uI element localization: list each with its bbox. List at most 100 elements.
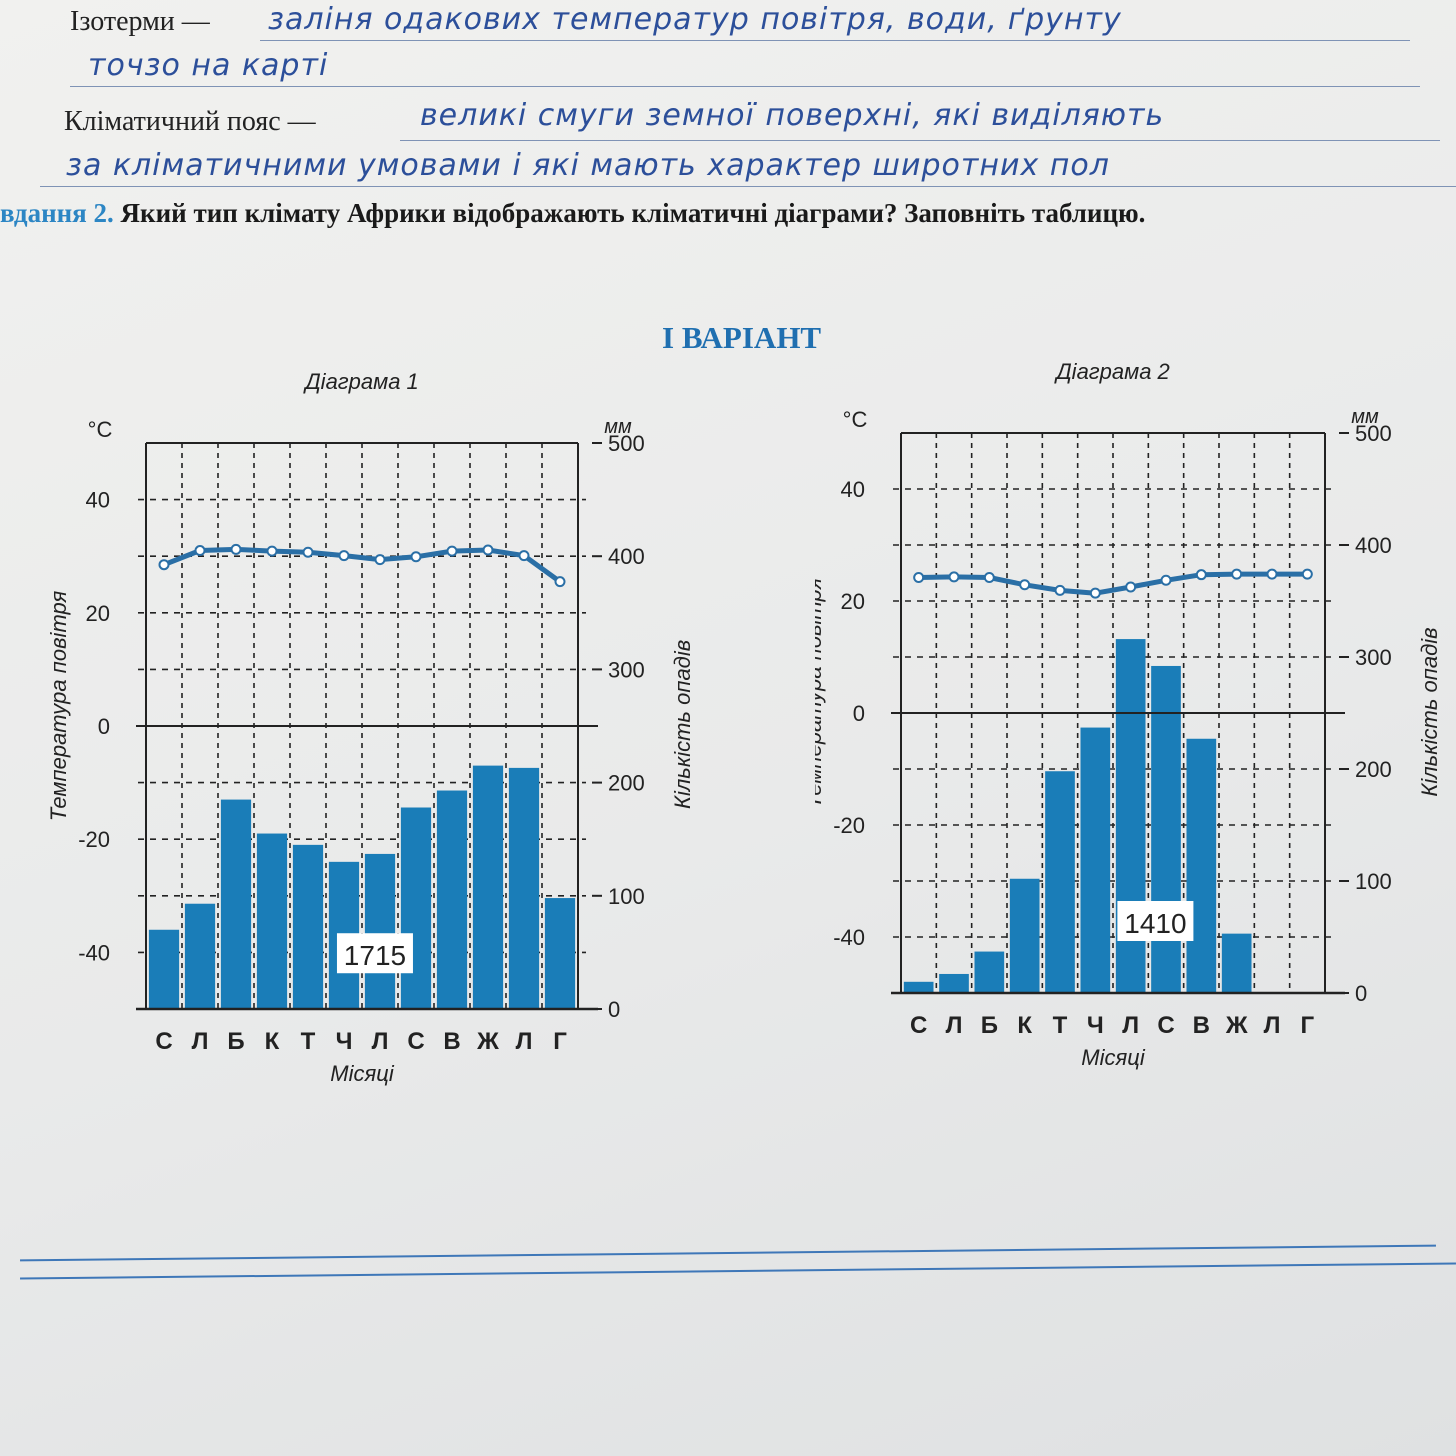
variant-title: І ВАРІАНТ xyxy=(662,320,822,355)
temperature-point xyxy=(1231,568,1243,580)
term-isotherms: Ізотерми — xyxy=(70,6,210,37)
precipitation-bar xyxy=(148,929,180,1009)
temperature-point xyxy=(913,571,925,583)
precipitation-bar xyxy=(400,807,432,1009)
temperature-tick-label: -40 xyxy=(833,925,865,950)
month-label: Б xyxy=(981,1012,998,1039)
month-label: Б xyxy=(227,1028,244,1055)
temperature-tick-label: -20 xyxy=(78,827,110,852)
precipitation-bar xyxy=(903,981,934,993)
answer-rule xyxy=(40,186,1456,187)
precipitation-bar xyxy=(220,799,252,1009)
precipitation-axis-label: Кількість опадів xyxy=(1417,627,1442,796)
precipitation-bar xyxy=(508,767,540,1009)
answer-climate-belt-line2: за кліматичними умовами і які мають хара… xyxy=(66,148,1110,183)
temperature-point xyxy=(374,554,386,566)
answer-isotherms-line1: заліня одакових температур повітря, води… xyxy=(268,2,1122,37)
precipitation-bar xyxy=(1221,933,1252,993)
precipitation-tick-label: 0 xyxy=(608,997,620,1022)
page-bottom-rule xyxy=(20,1244,1436,1262)
month-label: С xyxy=(1157,1012,1174,1039)
precipitation-tick-label: 0 xyxy=(1355,981,1367,1006)
precipitation-bar xyxy=(256,833,288,1009)
annual-precipitation-value: 1715 xyxy=(344,940,406,971)
chart-title: Діаграма 2 xyxy=(1053,359,1170,384)
month-label: К xyxy=(265,1028,280,1055)
month-label: Л xyxy=(372,1028,389,1055)
month-label: Г xyxy=(1301,1012,1315,1039)
month-label: С xyxy=(407,1028,424,1055)
month-label: Т xyxy=(1053,1012,1068,1039)
temperature-tick-label: 20 xyxy=(841,589,865,614)
precipitation-bar xyxy=(544,898,576,1009)
month-label: Л xyxy=(1264,1012,1281,1039)
temperature-point xyxy=(518,550,530,562)
precipitation-tick-label: 100 xyxy=(1355,869,1392,894)
temperature-axis-label: Температура повітря xyxy=(46,590,71,821)
temperature-point xyxy=(410,551,422,563)
annual-precipitation-value: 1410 xyxy=(1124,908,1186,939)
term-climate-belt: Кліматичний пояс — xyxy=(64,106,316,137)
precipitation-tick-label: 100 xyxy=(608,884,645,909)
temperature-unit: °С xyxy=(88,417,113,442)
precipitation-bar xyxy=(436,790,468,1009)
month-label: Л xyxy=(1122,1012,1139,1039)
month-label: В xyxy=(443,1028,460,1055)
answer-rule xyxy=(70,86,1420,87)
precipitation-bar xyxy=(1151,665,1181,993)
month-label: С xyxy=(155,1028,172,1055)
temperature-line xyxy=(163,546,562,584)
temperature-point xyxy=(1301,568,1313,580)
page-bottom-rule xyxy=(20,1262,1456,1280)
x-axis-label: Місяці xyxy=(330,1061,395,1086)
month-label: Л xyxy=(516,1028,533,1055)
precipitation-bar xyxy=(292,844,324,1009)
month-label: С xyxy=(910,1012,927,1039)
precipitation-tick-label: 500 xyxy=(1355,421,1392,446)
temperature-point xyxy=(1160,574,1172,586)
temperature-point xyxy=(482,544,494,556)
temperature-point xyxy=(983,571,995,583)
temperature-tick-label: 0 xyxy=(853,701,865,726)
precipitation-tick-label: 400 xyxy=(608,544,645,569)
precipitation-tick-label: 300 xyxy=(608,657,645,682)
precipitation-bar xyxy=(1080,727,1111,993)
temperature-tick-label: -40 xyxy=(78,940,110,965)
temperature-point xyxy=(1019,579,1031,591)
temperature-tick-label: -20 xyxy=(833,813,865,838)
precipitation-bar xyxy=(472,765,504,1009)
temperature-tick-label: 40 xyxy=(86,488,110,513)
temperature-point xyxy=(1266,568,1278,580)
precipitation-bar xyxy=(364,853,396,1009)
annual-precipitation-box xyxy=(1117,901,1194,941)
month-label: Л xyxy=(946,1012,963,1039)
precipitation-bar xyxy=(1009,878,1040,993)
x-axis-label: Місяці xyxy=(1081,1045,1146,1070)
temperature-point xyxy=(194,545,206,557)
answer-climate-belt-line1: великі смуги земної поверхні, які виділя… xyxy=(420,98,1165,133)
temperature-point xyxy=(1125,581,1137,593)
temperature-point xyxy=(230,543,242,555)
temperature-tick-label: 40 xyxy=(841,477,865,502)
answer-rule xyxy=(260,40,1410,41)
month-label: Ж xyxy=(476,1028,499,1055)
month-label: Ч xyxy=(336,1028,353,1055)
precipitation-bar xyxy=(1186,738,1217,993)
temperature-point xyxy=(1054,584,1066,596)
temperature-tick-label: 20 xyxy=(86,601,110,626)
precipitation-bar xyxy=(184,903,216,1009)
temperature-point xyxy=(158,559,170,571)
precipitation-unit: мм xyxy=(1351,406,1379,428)
temperature-point xyxy=(1089,587,1101,599)
task-text: Який тип клімату Африки відображають клі… xyxy=(120,198,1146,228)
answer-rule xyxy=(400,140,1440,141)
temperature-line xyxy=(918,571,1308,596)
month-label: Ж xyxy=(1225,1012,1248,1039)
chart-title: Діаграма 1 xyxy=(302,369,419,394)
temperature-point xyxy=(1195,569,1207,581)
precipitation-axis-label: Кількість опадів xyxy=(670,640,695,809)
precipitation-tick-label: 200 xyxy=(608,771,645,796)
temperature-unit: °С xyxy=(843,407,868,432)
